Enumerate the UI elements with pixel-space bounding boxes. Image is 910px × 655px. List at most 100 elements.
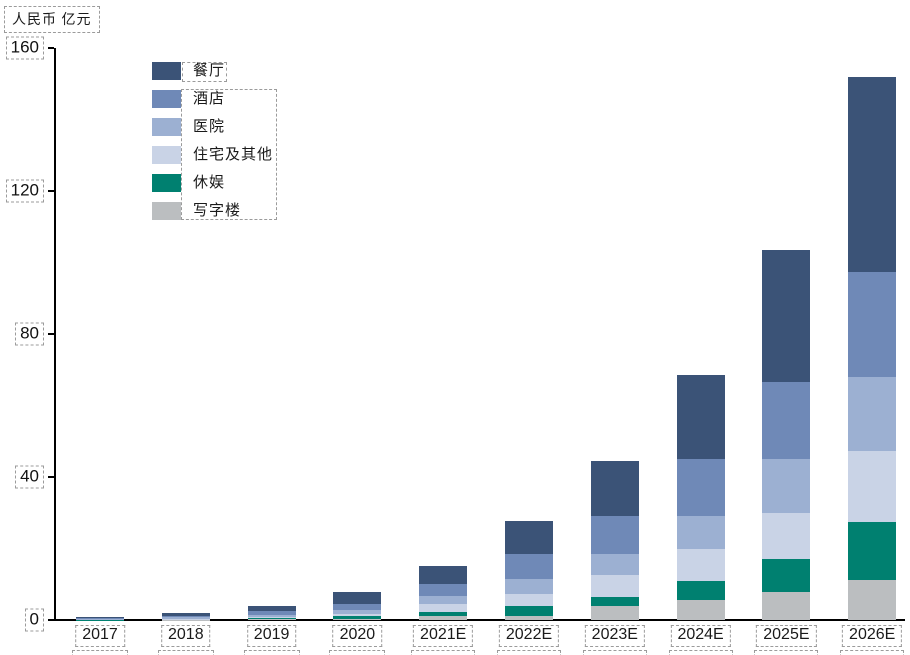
bar-segment-餐厅 <box>419 566 468 584</box>
legend-item-餐厅: 餐厅 <box>0 62 300 80</box>
bar-segment-酒店 <box>419 583 468 597</box>
x-axis-line <box>54 619 905 621</box>
bar-segment-休娱 <box>505 606 553 617</box>
x-tick-label: 2017 <box>75 625 125 647</box>
legend-swatch <box>152 118 181 136</box>
bar-stack-2021E <box>419 0 468 620</box>
y-tick-mark <box>48 47 54 49</box>
legend-item-住宅及其他: 住宅及其他 <box>0 146 300 164</box>
bar-segment-休娱 <box>676 580 725 600</box>
bar-segment-酒店 <box>247 611 296 615</box>
bar-segment-酒店 <box>76 618 124 619</box>
cropped-annotation-box <box>497 650 561 655</box>
bar-segment-住宅及其他 <box>848 450 897 523</box>
bar-segment-休娱 <box>247 618 296 620</box>
cropped-annotation-box <box>754 650 819 655</box>
bar-segment-写字楼 <box>762 592 811 620</box>
bar-segment-休娱 <box>848 522 897 581</box>
y-tick-mark <box>48 476 54 478</box>
bar-segment-写字楼 <box>333 618 382 620</box>
bar-segment-医院 <box>505 578 553 594</box>
legend-swatch <box>152 202 181 220</box>
bar-segment-餐厅 <box>848 76 897 272</box>
bar-stack-2020 <box>333 0 382 620</box>
y-tick-label: 0 <box>24 608 44 632</box>
bar-stack-2023E <box>590 0 639 620</box>
bar-segment-酒店 <box>590 516 639 555</box>
bar-segment-餐厅 <box>762 250 811 383</box>
legend-item-酒店: 酒店 <box>0 90 300 108</box>
y-tick-label: 80 <box>15 322 44 346</box>
bar-segment-餐厅 <box>247 605 296 612</box>
bar-segment-写字楼 <box>247 619 296 620</box>
bar-segment-医院 <box>419 596 468 604</box>
legend-annotation-box-first-item <box>182 62 227 82</box>
x-tick-label: 2026E <box>842 625 903 647</box>
bar-segment-写字楼 <box>505 616 553 620</box>
y-axis-unit-label: 人民币 亿元 <box>4 6 100 33</box>
bar-stack-2025E <box>762 0 811 620</box>
legend-swatch <box>152 146 181 164</box>
legend-annotation-box-group <box>181 89 277 220</box>
x-tick-label: 2023E <box>584 625 645 647</box>
bar-segment-医院 <box>676 515 725 550</box>
cropped-annotation-box <box>72 650 128 655</box>
bar-stack-2022E <box>505 0 553 620</box>
x-tick-label: 2022E <box>498 625 560 647</box>
cropped-annotation-box <box>157 650 214 655</box>
bar-segment-休娱 <box>762 559 811 593</box>
bar-segment-写字楼 <box>676 599 725 620</box>
cropped-annotation-box <box>582 650 647 655</box>
legend-label: 医院 <box>193 119 226 135</box>
y-tick-label: 120 <box>5 179 44 203</box>
bar-stack-2017 <box>76 0 124 620</box>
bar-stack-2018 <box>161 0 210 620</box>
x-tick-label: 2025E <box>756 625 817 647</box>
x-tick-label: 2024E <box>670 625 731 647</box>
x-tick-label: 2018 <box>161 625 211 647</box>
bar-segment-餐厅 <box>161 613 210 616</box>
bar-stack-2019 <box>247 0 296 620</box>
bar-segment-住宅及其他 <box>505 593 553 607</box>
bar-stack-2024E <box>676 0 725 620</box>
bar-segment-休娱 <box>590 596 639 607</box>
legend-swatch <box>152 62 181 80</box>
bar-segment-写字楼 <box>590 606 639 620</box>
bar-segment-医院 <box>161 617 210 619</box>
bar-segment-餐厅 <box>505 520 553 555</box>
legend-label: 酒店 <box>193 91 226 107</box>
legend-label: 餐厅 <box>193 63 226 79</box>
bar-segment-酒店 <box>333 603 382 611</box>
bar-segment-住宅及其他 <box>247 616 296 619</box>
bar-segment-餐厅 <box>676 375 725 460</box>
bar-stack-2026E <box>848 0 897 620</box>
bar-segment-住宅及其他 <box>161 618 210 620</box>
legend-label: 写字楼 <box>193 203 242 219</box>
bar-segment-写字楼 <box>848 580 897 620</box>
cropped-annotation-box <box>329 650 386 655</box>
cropped-annotation-box <box>668 650 733 655</box>
x-tick-label: 2020 <box>332 625 383 647</box>
bar-segment-酒店 <box>676 459 725 516</box>
y-tick-label: 160 <box>5 36 44 60</box>
legend-label: 休娱 <box>193 175 226 191</box>
bar-segment-医院 <box>333 610 382 614</box>
y-tick-label: 40 <box>15 465 44 489</box>
bar-segment-医院 <box>762 459 811 513</box>
bar-segment-住宅及其他 <box>676 549 725 581</box>
y-tick-mark <box>48 619 54 621</box>
legend-item-医院: 医院 <box>0 118 300 136</box>
bar-segment-酒店 <box>762 382 811 460</box>
y-axis-unit-text: 人民币 亿元 <box>12 13 92 28</box>
bar-segment-住宅及其他 <box>590 575 639 597</box>
legend-swatch <box>152 174 181 192</box>
bar-segment-医院 <box>848 376 897 451</box>
cropped-annotation-box <box>411 650 476 655</box>
bar-segment-医院 <box>590 554 639 576</box>
bar-segment-住宅及其他 <box>333 613 382 617</box>
y-axis-line <box>54 48 56 620</box>
bar-segment-餐厅 <box>76 617 124 619</box>
x-tick-label: 2019 <box>246 625 297 647</box>
legend-item-写字楼: 写字楼 <box>0 202 300 220</box>
bar-segment-酒店 <box>505 554 553 579</box>
